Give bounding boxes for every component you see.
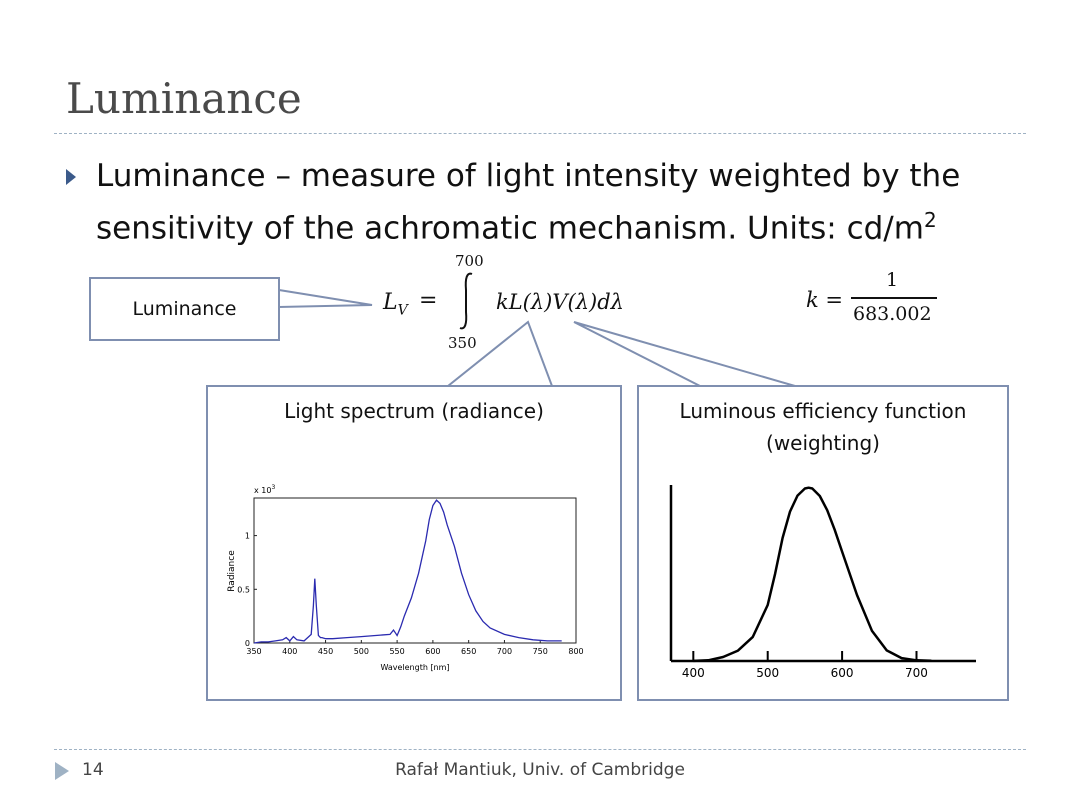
- spectrum-xtick-label: 450: [318, 647, 333, 656]
- formula-integrand: kL(λ)V(λ)dλ: [496, 290, 624, 314]
- efficiency-chart: 400 500 600 700: [669, 485, 976, 680]
- k-denominator: 683.002: [853, 303, 932, 325]
- spectrum-panel: Light spectrum (radiance) x 103 Radiance…: [206, 385, 622, 701]
- spectrum-xtick-label: 550: [389, 647, 404, 656]
- formula-lhs-subscript: V: [397, 302, 408, 319]
- bullet-text: Luminance – measure of light intensity w…: [96, 154, 1026, 250]
- spectrum-xtick-label: 400: [282, 647, 297, 656]
- spectrum-title: Light spectrum (radiance): [284, 399, 544, 423]
- spectrum-ylabel: Radiance: [227, 550, 237, 592]
- formula-equals: =: [419, 288, 438, 313]
- spectrum-xtick-label: 600: [425, 647, 440, 656]
- spectrum-ytick-label: 1: [245, 532, 250, 541]
- footer-arrow-icon: [55, 762, 69, 780]
- spectrum-xtick-label: 500: [354, 647, 369, 656]
- spectrum-xlabel: Wavelength [nm]: [380, 663, 449, 672]
- k-lhs: k =: [806, 288, 843, 312]
- efficiency-xtick-label: 500: [756, 666, 779, 680]
- spectrum-series-line: [253, 499, 562, 644]
- luminance-callout-label: Luminance: [132, 298, 237, 320]
- efficiency-title-line2: (weighting): [766, 431, 880, 455]
- integral-sign-icon: [459, 272, 473, 330]
- bullet-body: Luminance – measure of light intensity w…: [96, 158, 961, 247]
- efficiency-xtick-label: 600: [831, 666, 854, 680]
- bullet-superscript: 2: [923, 208, 937, 232]
- efficiency-panel: Luminous efficiency function (weighting)…: [637, 385, 1009, 701]
- formula-lhs-letter: L: [383, 290, 398, 315]
- spectrum-plot-frame: [253, 497, 577, 644]
- title-divider: [54, 133, 1026, 134]
- spectrum-multiplier: x 103: [254, 484, 275, 495]
- integral-lower-limit: 350: [448, 334, 477, 352]
- bullet-arrow-icon: [66, 169, 76, 185]
- efficiency-series-line: [693, 486, 932, 663]
- page-number: 14: [82, 760, 104, 780]
- slide-title: Luminance: [66, 74, 302, 123]
- fraction-bar: [851, 297, 937, 299]
- spectrum-xtick-label: 700: [497, 647, 512, 656]
- efficiency-title-line1: Luminous efficiency function: [679, 399, 967, 423]
- efficiency-xtick-label: 700: [905, 666, 928, 680]
- footer-author: Rafał Mantiuk, Univ. of Cambridge: [395, 760, 685, 780]
- spectrum-xtick-label: 650: [461, 647, 476, 656]
- efficiency-connector: [573, 321, 796, 387]
- spectrum-ytick-label: 0: [245, 639, 250, 648]
- spectrum-chart: x 103 Radiance Wavelength [nm] 350 400 450…: [227, 484, 584, 672]
- luminance-connector: [278, 288, 373, 309]
- footer-divider: [54, 749, 1026, 750]
- spectrum-ytick-label: 0.5: [237, 585, 250, 594]
- efficiency-xtick-label: 400: [682, 666, 705, 680]
- luminance-callout: Luminance: [89, 277, 280, 341]
- integral-upper-limit: 700: [455, 252, 484, 270]
- spectrum-xtick-label: 750: [533, 647, 548, 656]
- spectrum-xtick-label: 350: [246, 647, 261, 656]
- spectrum-xtick-label: 800: [568, 647, 583, 656]
- formula-lhs: LV: [383, 290, 408, 318]
- k-numerator: 1: [886, 269, 899, 291]
